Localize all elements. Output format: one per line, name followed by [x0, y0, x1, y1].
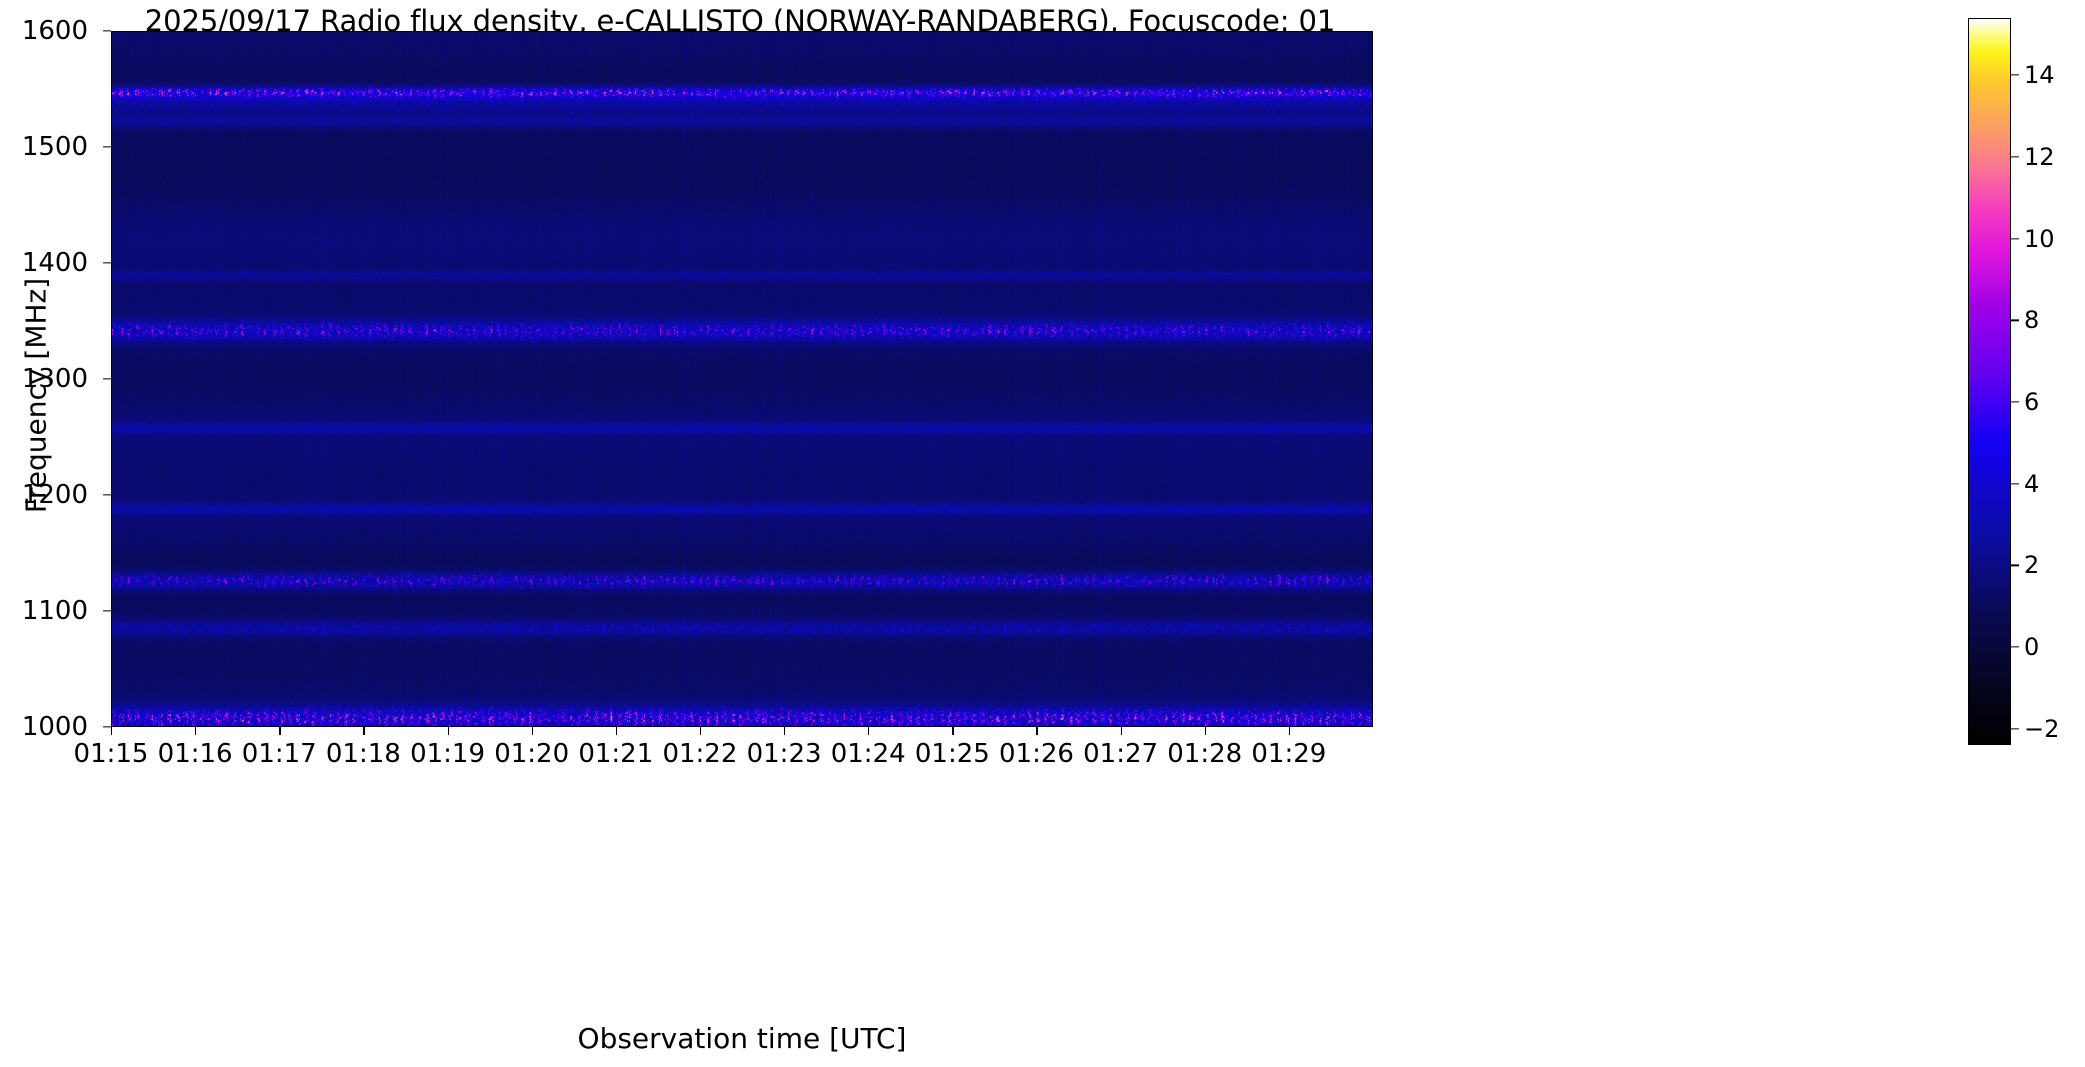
colorbar-tick-label: 14 [2024, 61, 2055, 90]
x-tick-label: 01:26 [998, 739, 1074, 769]
x-tick-mark [111, 727, 113, 735]
x-tick-label: 01:16 [157, 739, 233, 769]
y-tick-mark [103, 30, 111, 32]
x-tick-mark [195, 727, 197, 735]
x-tick-mark [1288, 727, 1291, 735]
x-tick-mark [868, 727, 870, 735]
colorbar-tick-mark [2011, 646, 2019, 648]
x-tick-mark [1120, 727, 1122, 735]
colorbar-tick-mark [2011, 74, 2019, 76]
x-tick-label: 01:24 [830, 739, 906, 769]
colorbar-tick-label: −2 [2024, 714, 2060, 743]
colorbar-tick-label: 2 [2024, 551, 2040, 580]
colorbar-tick-mark [2011, 156, 2019, 158]
x-tick-label: 01:20 [494, 739, 570, 769]
colorbar-tick-mark [2011, 564, 2019, 566]
y-tick-label: 1100 [21, 596, 88, 626]
y-tick-mark [103, 146, 111, 148]
x-tick-mark [952, 727, 954, 735]
y-tick-label: 1400 [21, 248, 88, 278]
x-tick-label: 01:27 [1083, 739, 1159, 769]
colorbar-tick-label: 10 [2024, 224, 2055, 253]
y-tick-mark [103, 378, 111, 380]
colorbar-tick-label: 0 [2024, 632, 2040, 661]
y-tick-mark [103, 610, 111, 612]
x-tick-label: 01:18 [325, 739, 401, 769]
x-tick-label: 01:28 [1167, 739, 1243, 769]
x-tick-mark [1204, 727, 1207, 735]
colorbar-tick-mark [2011, 728, 2019, 730]
x-tick-label: 01:29 [1251, 739, 1327, 769]
x-tick-mark [363, 727, 365, 735]
x-tick-mark [699, 727, 702, 735]
colorbar-tick-mark [2011, 237, 2019, 240]
y-axis-label: Frequency [MHz] [19, 277, 53, 514]
y-tick-mark [103, 494, 111, 496]
colorbar-gradient [1968, 18, 2011, 745]
x-tick-mark [447, 727, 449, 735]
x-tick-mark [279, 727, 281, 735]
x-tick-label: 01:25 [914, 739, 990, 769]
colorbar-tick-label: 8 [2024, 306, 2040, 335]
y-tick-label: 1200 [21, 480, 88, 510]
spectrogram-axes [111, 31, 1373, 727]
x-tick-label: 01:23 [746, 739, 822, 769]
colorbar-tick-label: 6 [2024, 387, 2040, 416]
colorbar-tick-mark [2011, 401, 2019, 403]
y-tick-label: 1000 [21, 712, 88, 742]
colorbar [1968, 18, 2011, 745]
y-tick-label: 1600 [21, 16, 88, 46]
x-tick-label: 01:21 [578, 739, 654, 769]
x-tick-mark [784, 727, 786, 735]
colorbar-tick-mark [2011, 482, 2019, 485]
colorbar-tick-label: 12 [2024, 142, 2055, 171]
colorbar-tick-mark [2011, 319, 2019, 321]
y-tick-mark [103, 262, 111, 264]
x-axis-label: Observation time [UTC] [577, 1022, 907, 1055]
x-tick-label: 01:19 [410, 739, 485, 769]
x-tick-label: 01:15 [73, 739, 149, 769]
x-tick-label: 01:22 [662, 739, 738, 769]
y-axis-ticks: 1600 1500 1400 1300 1200 1100 1000 [0, 16, 100, 742]
y-tick-mark [103, 726, 111, 728]
x-tick-mark [531, 727, 533, 735]
y-tick-label: 1300 [21, 364, 88, 394]
x-tick-label: 01:17 [241, 739, 317, 769]
x-tick-mark [1036, 727, 1038, 735]
x-tick-mark [615, 727, 618, 735]
y-tick-label: 1500 [21, 132, 88, 162]
colorbar-tick-label: 4 [2024, 469, 2040, 498]
spectrogram-image [112, 32, 1372, 726]
